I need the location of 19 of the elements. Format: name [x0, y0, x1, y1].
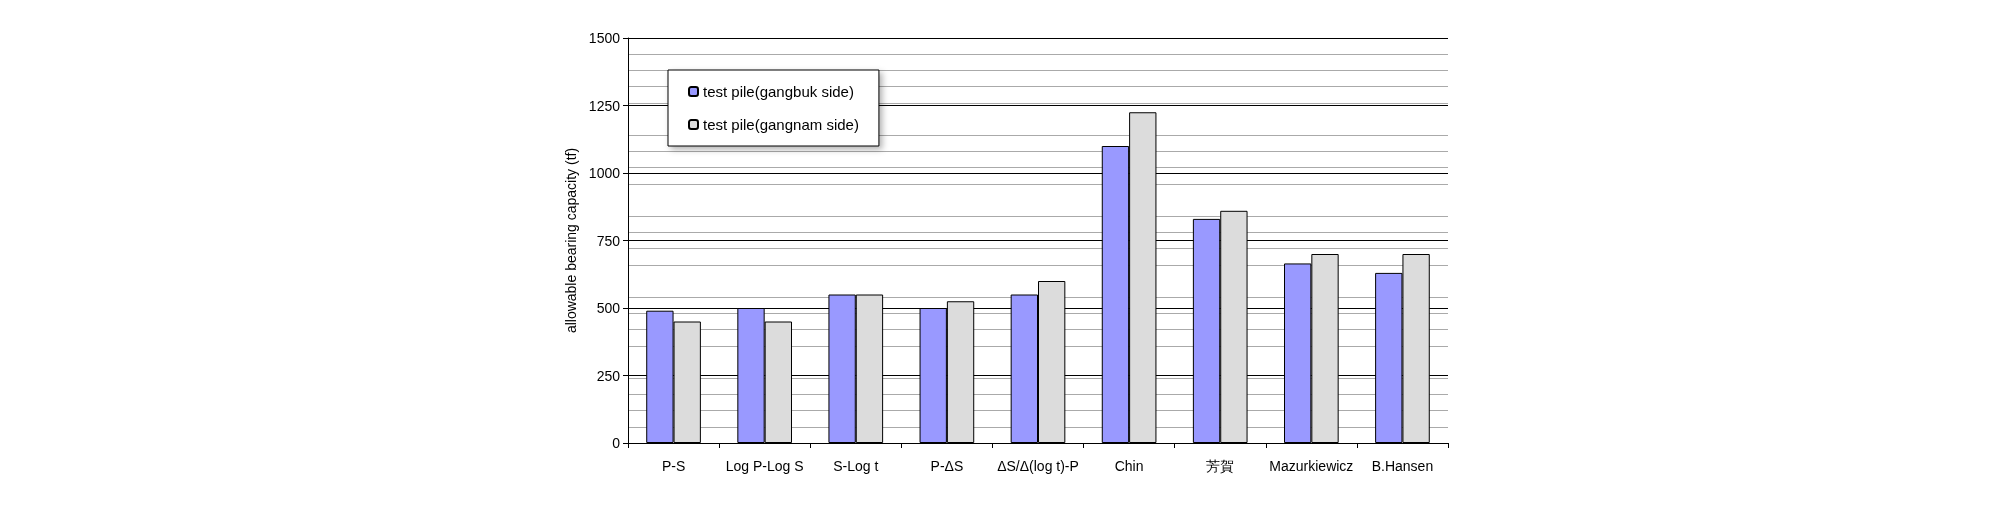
- y-tick-label: 1250: [588, 97, 621, 114]
- x-tick-label: P-ΔS: [930, 458, 964, 474]
- y-tick-label: 1500: [588, 30, 621, 46]
- y-tick-label: 500: [596, 300, 621, 316]
- x-tick-label: ΔS/Δ(log t)-P: [997, 458, 1079, 474]
- x-tick-label: P-S: [661, 458, 686, 474]
- y-axis-title: allowable bearing capacity (tf): [563, 147, 579, 334]
- y-tick-label: 750: [596, 232, 621, 249]
- x-tick-label: Log P-Log S: [725, 458, 804, 474]
- x-tick-label: Mazurkiewicz: [1269, 458, 1354, 474]
- x-tick-label: Chin: [1114, 458, 1144, 474]
- y-tick-label: 1000: [588, 165, 621, 181]
- y-tick-label: 250: [596, 367, 621, 384]
- x-tick-label: S-Log t: [833, 458, 879, 474]
- x-tick-label: B.Hansen: [1371, 458, 1434, 474]
- y-tick-label: 0: [612, 435, 621, 451]
- legend-label: test pile(gangnam side): [703, 116, 859, 133]
- x-tick-label: 芳賀: [1206, 458, 1235, 474]
- legend-label: test pile(gangbuk side): [703, 83, 854, 100]
